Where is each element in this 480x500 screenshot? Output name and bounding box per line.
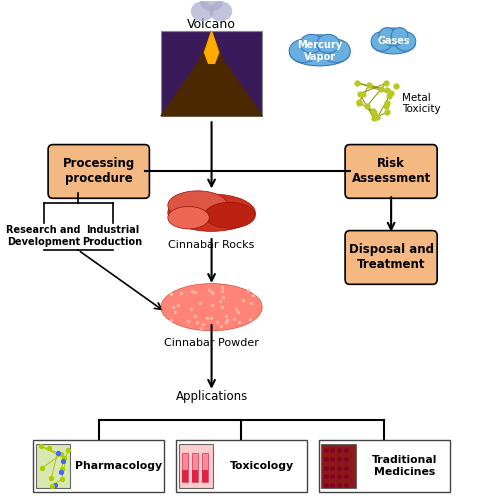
Ellipse shape (209, 2, 232, 21)
Bar (182, 454, 188, 482)
Text: Research and
Development: Research and Development (6, 225, 81, 246)
FancyBboxPatch shape (322, 444, 356, 488)
FancyBboxPatch shape (345, 144, 437, 199)
Ellipse shape (304, 35, 336, 56)
FancyBboxPatch shape (176, 440, 307, 492)
Ellipse shape (322, 40, 350, 62)
Text: Processing
procedure: Processing procedure (62, 158, 135, 186)
Text: Cinnabar Powder: Cinnabar Powder (164, 338, 259, 348)
Ellipse shape (382, 28, 405, 46)
Ellipse shape (372, 34, 415, 54)
Ellipse shape (395, 32, 416, 51)
Ellipse shape (290, 42, 350, 66)
Ellipse shape (168, 206, 209, 229)
Text: Disposal and
Treatment: Disposal and Treatment (348, 244, 433, 272)
Ellipse shape (204, 202, 255, 228)
Bar (202, 470, 208, 482)
Ellipse shape (317, 34, 339, 53)
Ellipse shape (191, 2, 214, 21)
Text: Toxicology: Toxicology (229, 462, 294, 471)
Bar (182, 470, 188, 482)
Polygon shape (204, 31, 219, 64)
FancyBboxPatch shape (319, 440, 450, 492)
Ellipse shape (168, 194, 255, 232)
Ellipse shape (200, 0, 223, 12)
Ellipse shape (289, 40, 318, 62)
Ellipse shape (168, 191, 228, 220)
Ellipse shape (391, 28, 408, 44)
FancyBboxPatch shape (345, 230, 437, 284)
Text: Traditional
Medicines: Traditional Medicines (372, 456, 437, 477)
FancyBboxPatch shape (179, 444, 213, 488)
Text: Industrial
Production: Industrial Production (83, 225, 143, 246)
Text: Applications: Applications (175, 390, 248, 403)
Ellipse shape (161, 284, 262, 331)
Ellipse shape (300, 34, 323, 53)
FancyBboxPatch shape (48, 144, 149, 199)
Bar (161, 31, 262, 116)
Ellipse shape (371, 32, 392, 51)
Bar (192, 454, 198, 482)
Text: Cinnabar Rocks: Cinnabar Rocks (168, 240, 255, 250)
Bar (192, 470, 198, 482)
Bar (202, 454, 208, 482)
Text: Volcano: Volcano (187, 18, 236, 31)
Text: Metal
Toxicity: Metal Toxicity (402, 92, 440, 114)
Polygon shape (161, 31, 262, 116)
Text: Mercury
Vapor: Mercury Vapor (297, 40, 342, 62)
FancyBboxPatch shape (33, 440, 164, 492)
Text: Gases: Gases (377, 36, 410, 46)
Text: Pharmacology: Pharmacology (75, 462, 162, 471)
FancyBboxPatch shape (36, 444, 71, 488)
Ellipse shape (379, 28, 396, 44)
Text: Risk
Assessment: Risk Assessment (351, 158, 431, 186)
